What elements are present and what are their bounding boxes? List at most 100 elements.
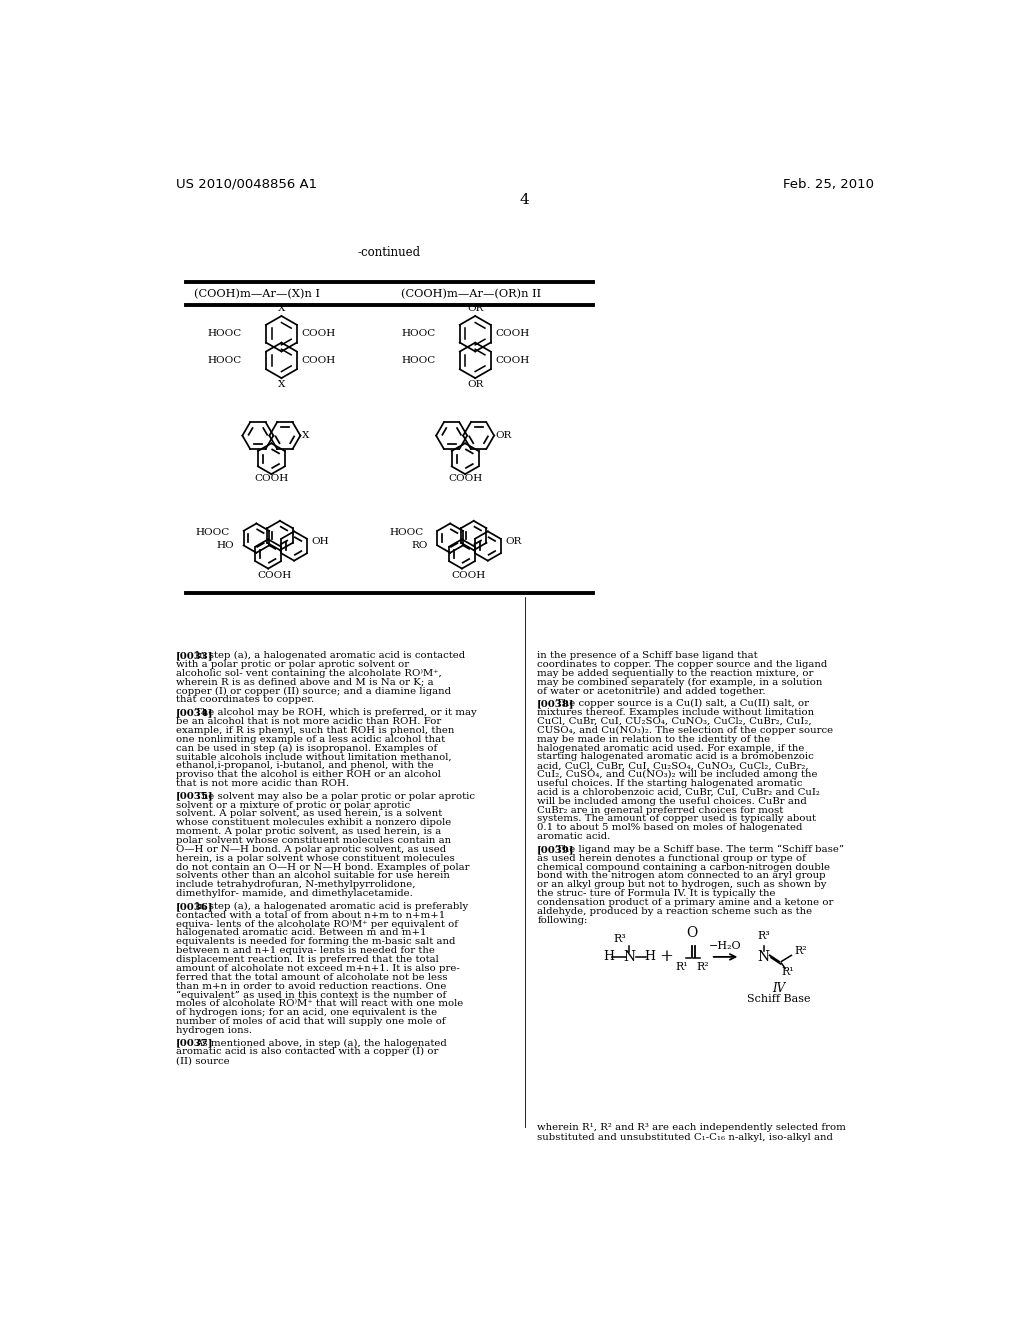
Text: example, if R is phenyl, such that ROH is phenol, then: example, if R is phenyl, such that ROH i… [176, 726, 455, 735]
Text: +: + [659, 948, 674, 965]
Text: HOOC: HOOC [196, 528, 230, 537]
Text: copper (I) or copper (II) source; and a diamine ligand: copper (I) or copper (II) source; and a … [176, 686, 451, 696]
Text: aldehyde, produced by a reaction scheme such as the: aldehyde, produced by a reaction scheme … [538, 907, 812, 916]
Text: halogenated aromatic acid used. For example, if the: halogenated aromatic acid used. For exam… [538, 743, 805, 752]
Text: as used herein denotes a functional group or type of: as used herein denotes a functional grou… [538, 854, 806, 863]
Text: amount of alcoholate not exceed m+n+1. It is also pre-: amount of alcoholate not exceed m+n+1. I… [176, 964, 460, 973]
Text: CuCl, CuBr, CuI, CU₂SO₄, CuNO₃, CuCl₂, CuBr₂, CuI₂,: CuCl, CuBr, CuI, CU₂SO₄, CuNO₃, CuCl₂, C… [538, 717, 812, 726]
Text: will be included among the useful choices. CuBr and: will be included among the useful choice… [538, 797, 807, 805]
Text: moment. A polar protic solvent, as used herein, is a: moment. A polar protic solvent, as used … [176, 828, 441, 836]
Text: “equivalent” as used in this context is the number of: “equivalent” as used in this context is … [176, 990, 446, 999]
Text: solvents other than an alcohol suitable for use herein: solvents other than an alcohol suitable … [176, 871, 450, 880]
Text: HOOC: HOOC [401, 329, 435, 338]
Text: (II) source: (II) source [176, 1056, 229, 1065]
Text: [0039]: [0039] [538, 845, 574, 854]
Text: aromatic acid is also contacted with a copper (I) or: aromatic acid is also contacted with a c… [176, 1047, 438, 1056]
Text: R¹: R¹ [781, 966, 794, 977]
Text: (COOH)m—Ar—(X)n I: (COOH)m—Ar—(X)n I [194, 289, 319, 300]
Text: [0037]: [0037] [176, 1039, 214, 1048]
Text: substituted and unsubstituted C₁-C₁₆ n-alkyl, iso-alkyl and: substituted and unsubstituted C₁-C₁₆ n-a… [538, 1134, 834, 1143]
Text: The solvent may also be a polar protic or polar aprotic: The solvent may also be a polar protic o… [196, 792, 475, 801]
Text: COOH: COOH [496, 356, 529, 364]
Text: HO: HO [216, 541, 233, 550]
Text: may be combined separately (for example, in a solution: may be combined separately (for example,… [538, 677, 822, 686]
Text: with a polar protic or polar aprotic solvent or: with a polar protic or polar aprotic sol… [176, 660, 410, 669]
Text: H: H [603, 950, 614, 964]
Text: R²: R² [795, 946, 807, 957]
Text: COOH: COOH [452, 570, 485, 579]
Text: COOH: COOH [302, 329, 336, 338]
Text: systems. The amount of copper used is typically about: systems. The amount of copper used is ty… [538, 814, 816, 824]
Text: IV: IV [772, 982, 785, 995]
Text: alcoholic sol- vent containing the alcoholate RO⁾M⁺,: alcoholic sol- vent containing the alcoh… [176, 669, 441, 678]
Text: proviso that the alcohol is either ROH or an alcohol: proviso that the alcohol is either ROH o… [176, 770, 441, 779]
Text: As mentioned above, in step (a), the halogenated: As mentioned above, in step (a), the hal… [196, 1039, 447, 1048]
Text: In step (a), a halogenated aromatic acid is contacted: In step (a), a halogenated aromatic acid… [196, 651, 465, 660]
Text: herein, is a polar solvent whose constituent molecules: herein, is a polar solvent whose constit… [176, 854, 455, 863]
Text: may be made in relation to the identity of the: may be made in relation to the identity … [538, 735, 770, 743]
Text: CuBr₂ are in general preferred choices for most: CuBr₂ are in general preferred choices f… [538, 805, 783, 814]
Text: hydrogen ions.: hydrogen ions. [176, 1026, 252, 1035]
Text: R³: R³ [757, 932, 770, 941]
Text: −H₂O: −H₂O [710, 941, 741, 950]
Text: OR: OR [467, 380, 483, 389]
Text: O—H or N—H bond. A polar aprotic solvent, as used: O—H or N—H bond. A polar aprotic solvent… [176, 845, 446, 854]
Text: condensation product of a primary amine and a ketone or: condensation product of a primary amine … [538, 898, 834, 907]
Text: be an alcohol that is not more acidic than ROH. For: be an alcohol that is not more acidic th… [176, 717, 441, 726]
Text: wherein R is as defined above and M is Na or K; a: wherein R is as defined above and M is N… [176, 677, 434, 686]
Text: O: O [686, 925, 697, 940]
Text: OH: OH [311, 537, 329, 546]
Text: X: X [302, 432, 309, 440]
Text: equivalents is needed for forming the m-basic salt and: equivalents is needed for forming the m-… [176, 937, 456, 946]
Text: 4: 4 [520, 193, 529, 207]
Text: ferred that the total amount of alcoholate not be less: ferred that the total amount of alcohola… [176, 973, 447, 982]
Text: bond with the nitrogen atom connected to an aryl group: bond with the nitrogen atom connected to… [538, 871, 825, 880]
Text: one nonlimiting example of a less acidic alcohol that: one nonlimiting example of a less acidic… [176, 735, 445, 743]
Text: of hydrogen ions; for an acid, one equivalent is the: of hydrogen ions; for an acid, one equiv… [176, 1008, 437, 1018]
Text: mixtures thereof. Examples include without limitation: mixtures thereof. Examples include witho… [538, 708, 814, 717]
Text: chemical compound containing a carbon-nitrogen double: chemical compound containing a carbon-ni… [538, 862, 830, 871]
Text: halogenated aromatic acid. Between m and m+1: halogenated aromatic acid. Between m and… [176, 928, 427, 937]
Text: R²: R² [696, 961, 710, 972]
Text: can be used in step (a) is isopropanol. Examples of: can be used in step (a) is isopropanol. … [176, 743, 437, 752]
Text: contacted with a total of from about n+m to n+m+1: contacted with a total of from about n+m… [176, 911, 445, 920]
Text: acid is a chlorobenzoic acid, CuBr, CuI, CuBr₂ and CuI₂: acid is a chlorobenzoic acid, CuBr, CuI,… [538, 788, 820, 797]
Text: aromatic acid.: aromatic acid. [538, 832, 610, 841]
Text: HOOC: HOOC [208, 356, 242, 364]
Text: of water or acetonitrile) and added together.: of water or acetonitrile) and added toge… [538, 686, 766, 696]
Text: number of moles of acid that will supply one mole of: number of moles of acid that will supply… [176, 1016, 445, 1026]
Text: include tetrahydrofuran, N-methylpyrrolidone,: include tetrahydrofuran, N-methylpyrroli… [176, 880, 416, 890]
Text: between n and n+1 equiva- lents is needed for the: between n and n+1 equiva- lents is neede… [176, 946, 435, 956]
Text: [0033]: [0033] [176, 651, 214, 660]
Text: COOH: COOH [258, 570, 292, 579]
Text: OR: OR [505, 537, 521, 546]
Text: The alcohol may be ROH, which is preferred, or it may: The alcohol may be ROH, which is preferr… [196, 708, 477, 717]
Text: [0038]: [0038] [538, 700, 574, 709]
Text: starting halogenated aromatic acid is a bromobenzoic: starting halogenated aromatic acid is a … [538, 752, 814, 762]
Text: that is not more acidic than ROH.: that is not more acidic than ROH. [176, 779, 349, 788]
Text: US 2010/0048856 A1: US 2010/0048856 A1 [176, 178, 317, 190]
Text: CUSO₄, and Cu(NO₃)₂. The selection of the copper source: CUSO₄, and Cu(NO₃)₂. The selection of th… [538, 726, 834, 735]
Text: HOOC: HOOC [401, 356, 435, 364]
Text: X: X [278, 304, 285, 313]
Text: H: H [644, 950, 655, 964]
Text: [0034]: [0034] [176, 708, 214, 717]
Text: that coordinates to copper.: that coordinates to copper. [176, 696, 314, 705]
Text: COOH: COOH [302, 356, 336, 364]
Text: Feb. 25, 2010: Feb. 25, 2010 [782, 178, 873, 190]
Text: OR: OR [496, 432, 512, 440]
Text: R¹: R¹ [676, 961, 688, 972]
Text: equiva- lents of the alcoholate RO⁾M⁺ per equivalent of: equiva- lents of the alcoholate RO⁾M⁺ pe… [176, 920, 458, 929]
Text: than m+n in order to avoid reduction reactions. One: than m+n in order to avoid reduction rea… [176, 982, 446, 990]
Text: -continued: -continued [358, 246, 421, 259]
Text: useful choices. If the starting halogenated aromatic: useful choices. If the starting halogena… [538, 779, 803, 788]
Text: suitable alcohols include without limitation methanol,: suitable alcohols include without limita… [176, 752, 452, 762]
Text: OR: OR [467, 304, 483, 313]
Text: In step (a), a halogenated aromatic acid is preferably: In step (a), a halogenated aromatic acid… [196, 902, 469, 911]
Text: HOOC: HOOC [389, 528, 424, 537]
Text: CuI₂, CuSO₄, and Cu(NO₃)₂ will be included among the: CuI₂, CuSO₄, and Cu(NO₃)₂ will be includ… [538, 770, 818, 779]
Text: (COOH)m—Ar—(OR)n II: (COOH)m—Ar—(OR)n II [401, 289, 542, 300]
Text: acid, CuCl, CuBr, CuI, Cu₂SO₄, CuNO₃, CuCl₂, CuBr₂,: acid, CuCl, CuBr, CuI, Cu₂SO₄, CuNO₃, Cu… [538, 762, 809, 771]
Text: in the presence of a Schiff base ligand that: in the presence of a Schiff base ligand … [538, 651, 758, 660]
Text: wherein R¹, R² and R³ are each independently selected from: wherein R¹, R² and R³ are each independe… [538, 1123, 846, 1133]
